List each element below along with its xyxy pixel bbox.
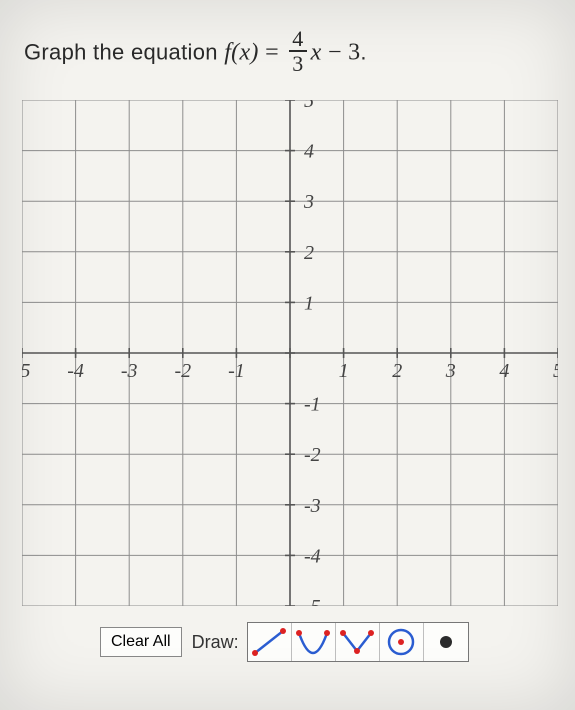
draw-label: Draw:: [192, 632, 239, 653]
denominator: 3: [289, 52, 306, 75]
numerator: 4: [289, 28, 306, 52]
tool-point[interactable]: [424, 623, 468, 661]
svg-text:5: 5: [553, 360, 558, 382]
variable-x: x: [311, 39, 322, 65]
coordinate-plane[interactable]: -5 -4 -3 -2 -1 1 2 3 4 5 -5 -4 -3 -2 -1 1 2 3 4 5: [22, 100, 558, 606]
svg-text:-5: -5: [22, 360, 30, 382]
svg-text:-3: -3: [121, 360, 138, 382]
svg-text:4: 4: [304, 141, 314, 163]
tool-circle[interactable]: [380, 623, 424, 661]
constant: 3: [348, 39, 360, 65]
tool-line[interactable]: [248, 623, 292, 661]
tool-absolute-value[interactable]: [336, 623, 380, 661]
question-prefix: Graph the equation: [24, 39, 224, 64]
svg-text:3: 3: [445, 360, 456, 382]
svg-text:1: 1: [339, 360, 349, 382]
question-text: Graph the equation f(x) = 4 3 x − 3.: [24, 30, 367, 77]
svg-text:3: 3: [303, 191, 314, 213]
svg-text:2: 2: [392, 360, 402, 382]
function-notation: f(x): [224, 39, 259, 65]
svg-text:-5: -5: [304, 596, 321, 606]
svg-text:5: 5: [304, 100, 314, 112]
period: .: [360, 39, 366, 64]
svg-text:-1: -1: [228, 360, 245, 382]
svg-text:1: 1: [304, 292, 314, 314]
toolbar: Clear All Draw:: [100, 622, 469, 662]
svg-text:-3: -3: [304, 495, 321, 517]
equals-sign: =: [265, 39, 285, 65]
fraction: 4 3: [289, 28, 306, 75]
minus-sign: −: [328, 39, 348, 65]
clear-all-button[interactable]: Clear All: [100, 627, 182, 657]
svg-text:-2: -2: [304, 444, 321, 466]
svg-text:-4: -4: [304, 545, 321, 567]
svg-text:-2: -2: [174, 360, 191, 382]
svg-text:-4: -4: [67, 360, 84, 382]
tool-parabola[interactable]: [292, 623, 336, 661]
svg-text:2: 2: [304, 242, 314, 264]
svg-text:-1: -1: [304, 394, 321, 416]
tool-palette: [247, 622, 469, 662]
svg-text:4: 4: [499, 360, 509, 382]
